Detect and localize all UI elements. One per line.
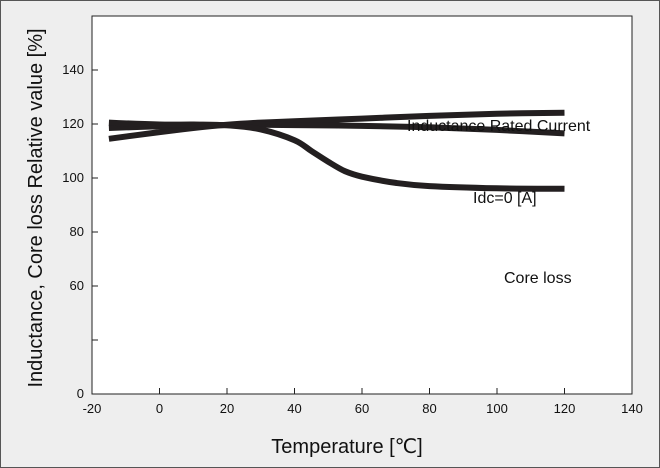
y-tick-label: 80	[70, 224, 84, 239]
x-tick-label: 100	[486, 401, 508, 416]
y-tick-label: 120	[62, 116, 84, 131]
annotation-core-loss: Core loss	[504, 270, 572, 287]
y-axis-title: Inductance, Core loss Relative value [%]	[25, 28, 47, 387]
y-tick-label: 140	[62, 62, 84, 77]
x-tick-label: 0	[156, 401, 163, 416]
core-loss-line	[108, 119, 565, 192]
x-tick-label: 120	[554, 401, 576, 416]
x-tick-label: -20	[83, 401, 102, 416]
x-tick-label: 80	[422, 401, 436, 416]
x-tick-label: 40	[287, 401, 301, 416]
x-tick-label: 60	[355, 401, 369, 416]
x-tick-label: 20	[220, 401, 234, 416]
series-lines	[108, 109, 565, 192]
x-axis-title: Temperature [℃]	[271, 436, 422, 458]
x-tick-label: 140	[621, 401, 643, 416]
axes	[91, 15, 633, 395]
y-tick-label: 60	[70, 278, 84, 293]
y-tick-label: 100	[62, 170, 84, 185]
y-tick-label: 0	[77, 386, 84, 401]
plot-area	[91, 15, 633, 395]
annotation-idc-zero: Idc=0 [A]	[473, 190, 537, 207]
inductance-rated-current-line	[108, 109, 565, 142]
annotation-inductance-rated-current: Inductance Rated Current	[407, 118, 591, 135]
